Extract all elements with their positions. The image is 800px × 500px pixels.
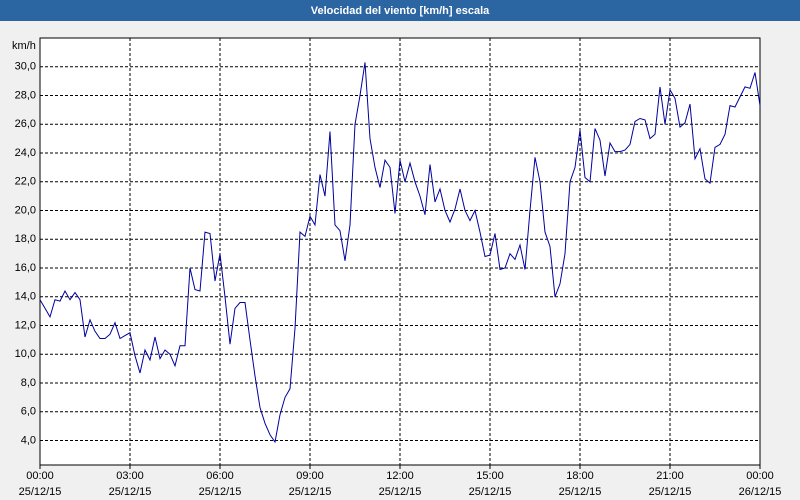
x-tick-date: 25/12/15	[289, 486, 332, 498]
x-tick-label: 00:00	[746, 470, 774, 482]
y-tick-label: 18,0	[15, 233, 36, 245]
y-tick-label: 16,0	[15, 262, 36, 274]
chart-title: Velocidad del viento [km/h] escala	[311, 5, 490, 17]
y-axis-label: km/h	[12, 40, 36, 52]
y-tick-label: 26,0	[15, 118, 36, 130]
title-bar	[0, 0, 800, 21]
x-tick-label: 15:00	[476, 470, 504, 482]
x-tick-date: 25/12/15	[559, 486, 602, 498]
y-tick-label: 30,0	[15, 61, 36, 73]
x-tick-label: 21:00	[656, 470, 684, 482]
x-tick-date: 25/12/15	[469, 486, 512, 498]
y-tick-label: 24,0	[15, 147, 36, 159]
y-tick-label: 20,0	[15, 204, 36, 216]
x-tick-label: 00:00	[26, 470, 54, 482]
x-tick-date: 25/12/15	[199, 486, 242, 498]
y-tick-label: 12,0	[15, 319, 36, 331]
y-tick-label: 6,0	[21, 406, 36, 418]
x-tick-label: 09:00	[296, 470, 324, 482]
x-tick-date: 25/12/15	[379, 486, 422, 498]
x-tick-label: 12:00	[386, 470, 414, 482]
x-tick-label: 06:00	[206, 470, 234, 482]
y-tick-label: 8,0	[21, 377, 36, 389]
y-tick-label: 4,0	[21, 434, 36, 446]
x-tick-label: 18:00	[566, 470, 594, 482]
x-tick-date: 25/12/15	[649, 486, 692, 498]
y-tick-label: 14,0	[15, 291, 36, 303]
x-tick-date: 26/12/15	[739, 486, 782, 498]
x-tick-label: 03:00	[116, 470, 144, 482]
data-line	[39, 62, 761, 444]
y-tick-label: 10,0	[15, 348, 36, 360]
x-tick-date: 25/12/15	[109, 486, 152, 498]
y-tick-label: 22,0	[15, 176, 36, 188]
y-tick-label: 28,0	[15, 89, 36, 101]
x-tick-date: 25/12/15	[19, 486, 62, 498]
